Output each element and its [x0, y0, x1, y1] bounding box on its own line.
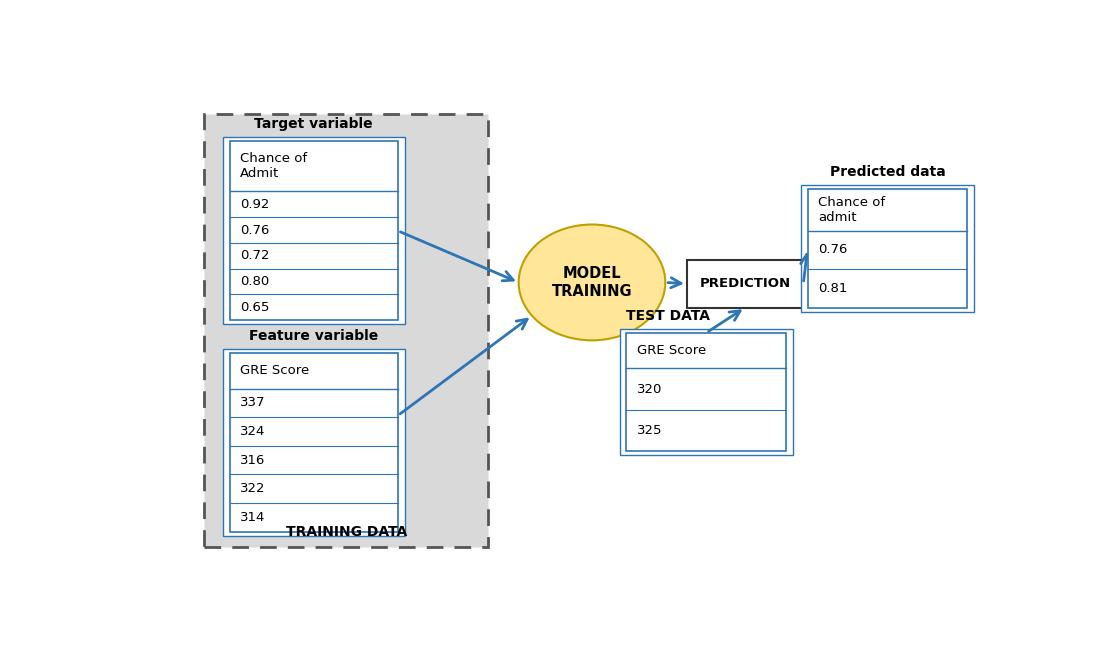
Text: TEST DATA: TEST DATA: [627, 309, 710, 322]
Text: 324: 324: [240, 425, 265, 438]
Text: Predicted data: Predicted data: [829, 165, 945, 179]
FancyBboxPatch shape: [229, 141, 398, 320]
Text: 0.92: 0.92: [240, 198, 269, 211]
FancyBboxPatch shape: [620, 329, 792, 455]
Text: 325: 325: [637, 424, 662, 437]
Text: GRE Score: GRE Score: [240, 364, 309, 377]
Text: Feature variable: Feature variable: [249, 329, 378, 343]
Ellipse shape: [519, 224, 666, 340]
Text: 337: 337: [240, 396, 266, 409]
FancyBboxPatch shape: [687, 260, 804, 307]
Text: 0.72: 0.72: [240, 249, 269, 262]
Text: Chance of
admit: Chance of admit: [818, 196, 885, 224]
Text: PREDICTION: PREDICTION: [700, 277, 790, 290]
Text: 320: 320: [637, 383, 662, 396]
FancyBboxPatch shape: [223, 137, 405, 324]
FancyBboxPatch shape: [223, 349, 405, 536]
Text: 0.76: 0.76: [818, 243, 847, 256]
FancyBboxPatch shape: [204, 114, 489, 547]
Text: 0.65: 0.65: [240, 301, 269, 314]
FancyBboxPatch shape: [229, 353, 398, 532]
Text: 0.76: 0.76: [240, 224, 269, 237]
Text: 316: 316: [240, 454, 265, 467]
Text: 322: 322: [240, 482, 266, 495]
Text: GRE Score: GRE Score: [637, 344, 706, 357]
Text: TRAINING DATA: TRAINING DATA: [286, 525, 406, 540]
Text: Chance of
Admit: Chance of Admit: [240, 152, 307, 181]
FancyBboxPatch shape: [627, 333, 786, 451]
FancyBboxPatch shape: [808, 189, 967, 307]
Text: 0.80: 0.80: [240, 275, 269, 288]
Text: 314: 314: [240, 511, 265, 524]
Text: Target variable: Target variable: [255, 117, 373, 131]
FancyBboxPatch shape: [800, 185, 974, 312]
Text: 0.81: 0.81: [818, 282, 847, 295]
Text: MODEL
TRAINING: MODEL TRAINING: [552, 266, 632, 299]
